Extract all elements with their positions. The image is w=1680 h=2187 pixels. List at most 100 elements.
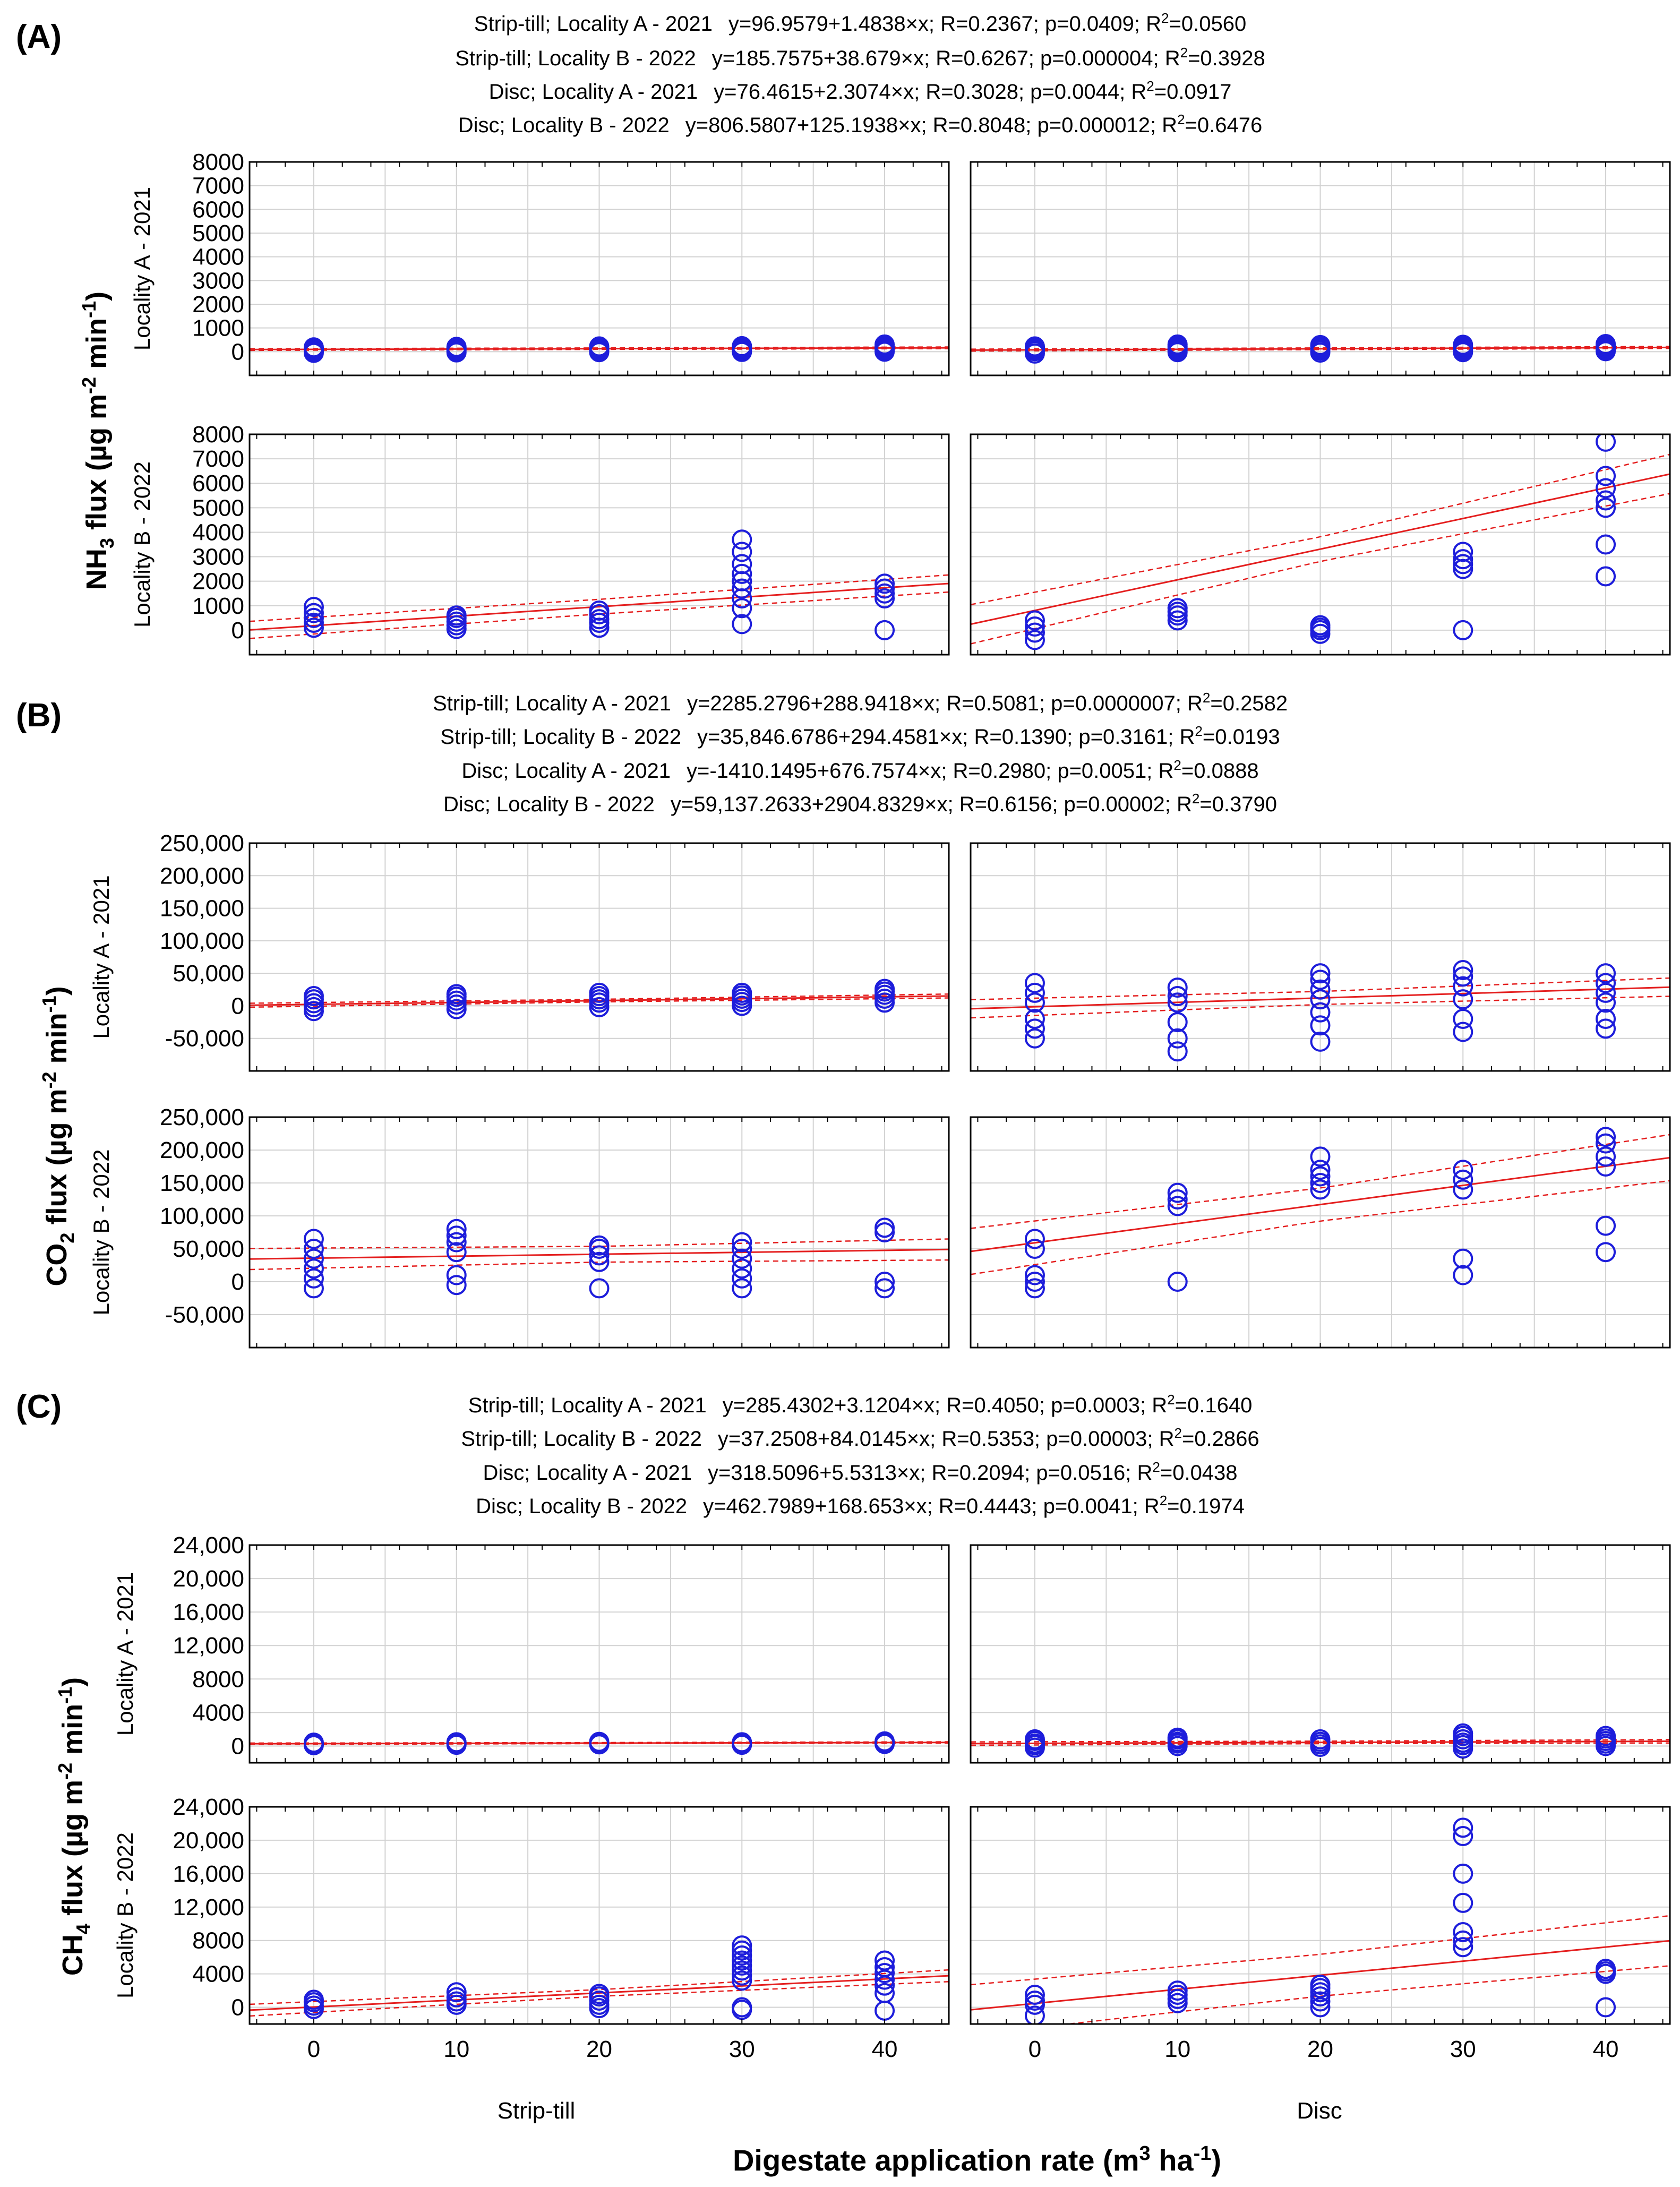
data-point bbox=[1453, 989, 1473, 1010]
panel-a-equations: Strip-till; Locality A - 2021 y=96.9579+1… bbox=[455, 10, 1265, 137]
confidence-band-upper bbox=[250, 993, 949, 1004]
regression-group bbox=[971, 334, 1670, 364]
equation-line: Strip-till; Locality B - 2022 y=35,846.67… bbox=[440, 723, 1280, 749]
regression-group bbox=[971, 1817, 1670, 2024]
data-point bbox=[1167, 334, 1188, 355]
data-point bbox=[732, 529, 752, 550]
y-tick-label: 7000 bbox=[192, 446, 244, 472]
data-point bbox=[589, 1235, 610, 1256]
data-point bbox=[1596, 1018, 1616, 1039]
data-point bbox=[1310, 1015, 1331, 1036]
data-point bbox=[1167, 1028, 1188, 1049]
data-point bbox=[732, 1268, 752, 1289]
data-point bbox=[1596, 1959, 1616, 1979]
data-point bbox=[446, 1219, 467, 1239]
equation-line: Strip-till; Locality A - 2021 y=2285.2796… bbox=[433, 690, 1288, 715]
data-point bbox=[589, 1245, 610, 1266]
y-tick-label: 100,000 bbox=[160, 1203, 244, 1229]
data-point bbox=[1596, 566, 1616, 587]
data-point bbox=[1024, 610, 1045, 631]
data-point bbox=[1596, 434, 1616, 452]
data-point bbox=[732, 1935, 752, 1956]
y-tick-label: 50,000 bbox=[173, 1236, 244, 1262]
data-point bbox=[1453, 1248, 1473, 1269]
data-point bbox=[875, 1731, 895, 1752]
subplot: -50,000 0 50,000 100,000 150,000 200,000 250,0… bbox=[89, 830, 950, 1072]
regression-group bbox=[250, 1935, 949, 2021]
data-point bbox=[1310, 1729, 1331, 1749]
x-tick-label: 30 bbox=[1450, 2036, 1476, 2062]
row-label: Locality B - 2022 bbox=[113, 1832, 138, 1999]
panel-c-letter: (C) bbox=[16, 1388, 62, 1425]
y-tick-label: 0 bbox=[232, 617, 244, 644]
data-point bbox=[875, 1957, 895, 1978]
data-point bbox=[1167, 1012, 1188, 1033]
data-point bbox=[732, 1248, 752, 1269]
data-point bbox=[1024, 1239, 1045, 1259]
subplot bbox=[970, 161, 1671, 376]
y-tick-label: 16,000 bbox=[173, 1861, 244, 1887]
data-point bbox=[446, 337, 467, 357]
data-point bbox=[1453, 1937, 1473, 1958]
y-tick-label: 2000 bbox=[192, 291, 244, 318]
data-point bbox=[875, 1983, 895, 2003]
subplot bbox=[970, 842, 1671, 1072]
confidence-band-upper bbox=[250, 1238, 949, 1249]
data-point bbox=[303, 1989, 324, 2010]
data-point bbox=[1596, 963, 1616, 984]
data-point bbox=[732, 542, 752, 562]
regression-line bbox=[250, 995, 949, 1006]
y-tick-label: 0 bbox=[232, 1995, 244, 2021]
data-point bbox=[1596, 1146, 1616, 1167]
data-point bbox=[1310, 1997, 1331, 2018]
data-point bbox=[875, 1969, 895, 1990]
data-point bbox=[1167, 1041, 1188, 1062]
data-point bbox=[1024, 992, 1045, 1013]
data-point bbox=[1024, 982, 1045, 1003]
regression-group bbox=[971, 434, 1670, 650]
data-point bbox=[1167, 986, 1188, 1007]
y-tick-label: 1000 bbox=[192, 315, 244, 341]
data-point bbox=[1024, 616, 1045, 637]
y-tick-label: 4000 bbox=[192, 244, 244, 270]
y-tick-label: 150,000 bbox=[160, 1170, 244, 1196]
data-point bbox=[1596, 1127, 1616, 1147]
data-point bbox=[1453, 1826, 1473, 1847]
y-tick-label: 6000 bbox=[192, 470, 244, 496]
regression-group bbox=[971, 960, 1670, 1062]
data-point bbox=[1453, 1892, 1473, 1913]
data-point bbox=[1596, 534, 1616, 555]
data-point bbox=[1596, 1008, 1616, 1029]
data-point bbox=[1024, 622, 1045, 643]
data-point bbox=[875, 979, 895, 999]
data-point bbox=[732, 1732, 752, 1753]
data-point bbox=[1310, 1166, 1331, 1187]
data-point bbox=[1167, 1196, 1188, 1216]
data-point bbox=[1596, 1156, 1616, 1177]
data-point bbox=[1453, 554, 1473, 574]
data-point bbox=[589, 601, 610, 621]
data-point bbox=[875, 1272, 895, 1292]
regression-line bbox=[971, 1156, 1670, 1253]
data-point bbox=[732, 1950, 752, 1971]
regression-line bbox=[250, 347, 949, 350]
y-tick-label: 4000 bbox=[192, 1700, 244, 1726]
data-point bbox=[732, 578, 752, 599]
regression-line bbox=[250, 1742, 949, 1745]
data-point bbox=[303, 1258, 324, 1279]
data-point bbox=[732, 982, 752, 1003]
data-point bbox=[1024, 1984, 1045, 2005]
subplot: 0 10 20 30 40 bbox=[970, 1806, 1671, 2062]
data-point bbox=[1310, 963, 1331, 984]
y-tick-label: 100,000 bbox=[160, 928, 244, 954]
data-point bbox=[589, 609, 610, 630]
y-tick-label: 0 bbox=[232, 993, 244, 1019]
data-point bbox=[303, 1733, 324, 1753]
x-tick-label: 40 bbox=[872, 2036, 898, 2062]
y-tick-label: 12,000 bbox=[173, 1633, 244, 1659]
x-tick-label: 10 bbox=[1164, 2036, 1190, 2062]
regression-line bbox=[971, 473, 1670, 625]
y-tick-label: 12,000 bbox=[173, 1894, 244, 1920]
x-tick-label: 0 bbox=[307, 2036, 320, 2062]
data-point bbox=[1024, 1008, 1045, 1029]
